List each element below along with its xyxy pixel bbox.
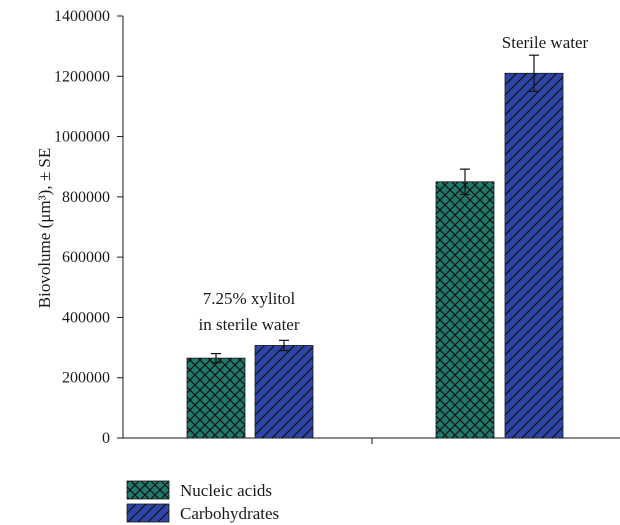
group-annotation: in sterile water [198,315,299,334]
y-tick-label: 200000 [62,370,110,387]
y-tick-label: 0 [102,430,110,447]
group-annotation: Sterile water [502,33,589,52]
y-tick-label: 600000 [62,249,110,266]
y-tick-label: 1200000 [54,68,110,85]
legend: Nucleic acids Carbohydrates [126,480,279,523]
y-axis-title: Biovolume (μm³), ± SE [35,148,54,308]
bar [186,357,246,439]
y-tick-label: 800000 [62,189,110,206]
legend-label: Carbohydrates [180,504,279,523]
bar [435,181,495,439]
legend-swatch [126,480,170,500]
bar [504,72,564,439]
group-annotation: 7.25% xylitol [203,289,296,308]
group-annotations: 7.25% xylitol in sterile water Sterile wat… [198,33,588,334]
y-tick-label: 1400000 [54,8,110,25]
legend-label: Nucleic acids [180,481,272,500]
y-tick-label: 1000000 [54,129,110,146]
bar [254,345,314,439]
y-tick-label: 400000 [62,309,110,326]
axes: 0 200000 400000 600000 800000 1000000 1200000 1… [54,8,620,447]
legend-swatch [126,503,170,523]
bars [186,54,564,439]
